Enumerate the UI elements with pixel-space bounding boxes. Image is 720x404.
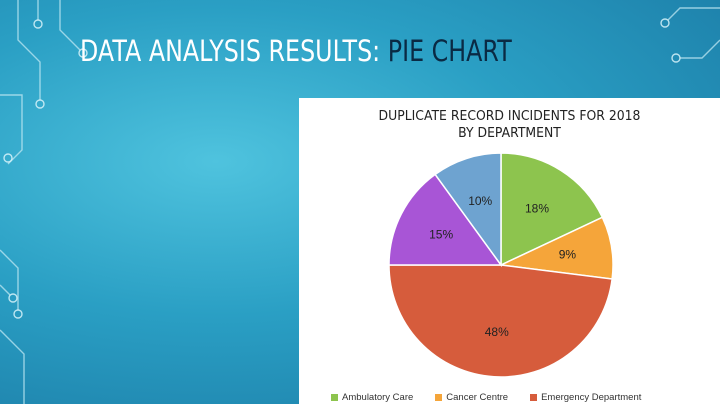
legend-swatch-1 [435, 394, 443, 401]
slide-title: DATA ANALYSIS RESULTS: PIE CHART [80, 34, 512, 68]
slide-title-main: DATA ANALYSIS RESULTS: [80, 34, 388, 68]
chart-card: DUPLICATE RECORD INCIDENTS FOR 2018 BY D… [299, 98, 720, 404]
circuit-decoration-left [0, 0, 88, 404]
pie-slice-label-2: 48% [485, 325, 509, 339]
legend-swatch-2 [530, 394, 538, 401]
pie-slice-3 [388, 173, 503, 266]
pie-slice-label-3: 15% [429, 227, 453, 241]
chart-title: DUPLICATE RECORD INCIDENTS FOR 2018 BY D… [299, 108, 720, 142]
pie-slice-0 [500, 152, 604, 267]
pie-slice-label-4: 10% [468, 194, 492, 208]
legend-item-1: Cancer Centre [435, 392, 508, 403]
pie-chart: 18% 9% 48% 15% 10% [388, 152, 614, 378]
circuit-decoration-right [660, 7, 720, 63]
legend-label-1: Cancer Centre [446, 392, 509, 403]
pie-slice-label-0: 18% [525, 201, 549, 215]
legend-item-0: Ambulatory Care [331, 392, 413, 403]
legend-label-2: Emergency Department [541, 392, 642, 403]
legend-swatch-0 [331, 394, 338, 401]
pie-slice-label-1: 9% [559, 247, 577, 261]
chart-legend: Ambulatory Care Cancer Centre Emergency De… [331, 392, 641, 403]
chart-title-line-1: DUPLICATE RECORD INCIDENTS FOR 2018 [378, 108, 641, 124]
legend-item-2: Emergency Department [530, 392, 641, 403]
pie-slice-2 [388, 264, 613, 378]
legend-label-0: Ambulatory Care [342, 392, 414, 403]
chart-title-line-2: BY DEPARTMENT [458, 125, 561, 141]
pie-slice-4 [434, 152, 502, 268]
slide-title-accent: PIE CHART [387, 34, 512, 68]
